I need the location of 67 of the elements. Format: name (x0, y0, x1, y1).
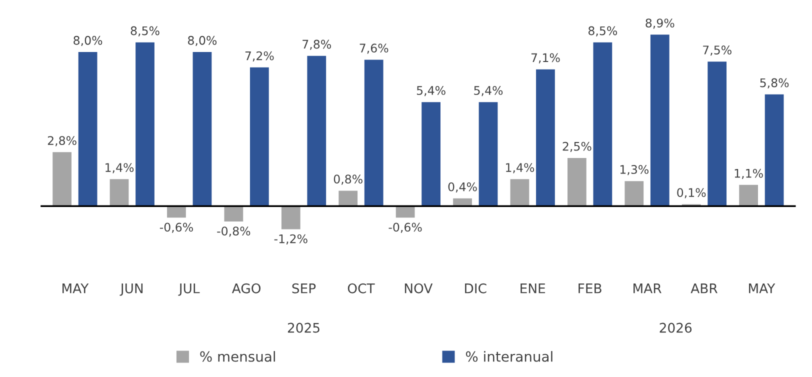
data-label: 8,0% (188, 36, 217, 46)
data-label: -0,6% (160, 222, 193, 233)
data-label: 7,1% (531, 53, 560, 64)
bar (192, 52, 212, 206)
bar (650, 34, 670, 206)
bar (510, 179, 530, 206)
bar (338, 190, 358, 206)
x-tick-label: DIC (465, 283, 486, 294)
x-tick-label: JUL (178, 284, 200, 296)
bar (708, 62, 727, 206)
x-tick-label: MAY (749, 284, 776, 294)
data-label: 2,5% (562, 142, 592, 152)
bar (78, 52, 98, 206)
x-tick-label: MAY (62, 284, 89, 294)
text: 2026 (660, 322, 692, 333)
bar (422, 102, 440, 206)
bar (624, 181, 644, 206)
x-tick-label: OCT (348, 283, 375, 294)
bar (478, 102, 498, 206)
bar (136, 42, 154, 206)
data-label: 8,9% (646, 18, 674, 29)
legend-label: % interanual (466, 351, 552, 362)
data-label: 5,8% (760, 78, 789, 88)
data-label: 1,4% (106, 163, 134, 174)
data-label: 7,2% (245, 51, 274, 62)
bar (593, 42, 612, 206)
x-tick-label: FEB (578, 284, 602, 294)
data-label: -0,8% (217, 226, 250, 237)
text: 2025 (288, 322, 320, 333)
bar (281, 206, 300, 230)
bar (764, 94, 784, 206)
data-label: 5,4% (474, 86, 503, 96)
data-label: -1,2% (274, 234, 308, 244)
bar (536, 69, 555, 206)
data-label: 0,1% (677, 188, 706, 198)
bar (250, 67, 269, 206)
bar (739, 184, 758, 206)
data-label: 2,8% (48, 136, 76, 146)
data-label: -0,6% (388, 222, 422, 233)
data-label: 7,5% (703, 46, 732, 56)
x-tick-label: JUN (120, 284, 143, 296)
data-label: 8,5% (588, 26, 618, 36)
legend-label: % mensual (200, 351, 275, 362)
bar (567, 158, 586, 206)
x-tick-label: AGO (232, 283, 261, 294)
data-label: 1,4% (506, 163, 534, 174)
data-label: 0,4% (448, 182, 477, 192)
x-tick-label: ABR (690, 284, 718, 294)
x-tick-label: ENE (520, 284, 546, 294)
data-label: 7,8% (302, 40, 331, 50)
data-label: 1,3% (620, 164, 648, 176)
data-label: 5,4% (416, 86, 446, 96)
x-tick-label: SEP (292, 283, 316, 294)
data-label: 8,5% (130, 26, 160, 36)
data-label: 1,1% (734, 168, 763, 179)
x-tick-label: NOV (404, 283, 433, 294)
bar (453, 198, 472, 206)
data-label: 8,0% (74, 36, 102, 46)
data-label: 0,8% (334, 174, 362, 185)
bar (224, 206, 244, 222)
bar (307, 56, 326, 206)
bar (52, 152, 72, 206)
bar (167, 206, 186, 218)
x-tick-label: MAR (634, 284, 662, 294)
bar (110, 179, 129, 206)
data-label: 7,6% (360, 44, 388, 54)
bar (364, 60, 384, 206)
